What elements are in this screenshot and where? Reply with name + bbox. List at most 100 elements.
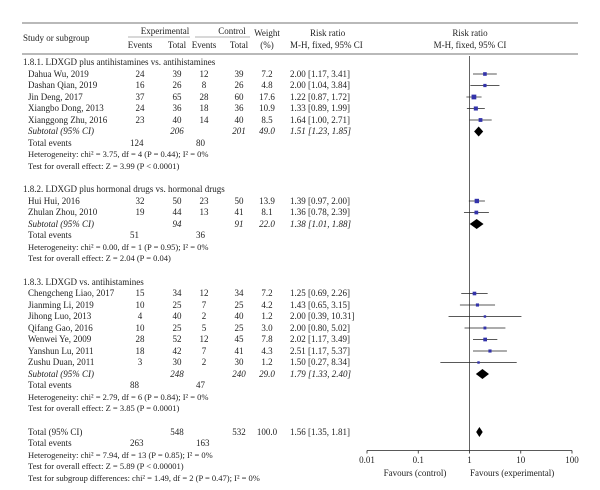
ctl-total: 34 [234, 288, 244, 298]
overall-events-label: Total events [28, 438, 72, 448]
risk-ratio-ci: 1.36 [0.78, 2.39] [290, 207, 350, 217]
x-tick-label: 100 [565, 454, 579, 465]
exp-events: 32 [135, 195, 145, 206]
ctl-events: 18 [199, 103, 209, 113]
study-name: Jianming Li, 2019 [28, 299, 94, 310]
subtotal-label: Subtotal (95% CI) [28, 368, 94, 379]
risk-ratio-ci: 2.02 [1.17, 3.49] [290, 334, 350, 344]
ctl-events: 23 [199, 195, 209, 206]
exp-events: 15 [135, 288, 145, 298]
weight-value: 1.2 [261, 357, 273, 367]
exp-total: 65 [172, 91, 182, 102]
risk-ratio-ci: 1.50 [0.27, 8.34] [290, 357, 350, 367]
header-ctl-total: Total [229, 40, 249, 50]
risk-ratio-ci: 1.43 [0.65, 3.15] [290, 299, 350, 310]
effect-square [483, 337, 487, 342]
ctl-total: 25 [234, 322, 244, 333]
total-events-exp: 124 [130, 137, 144, 148]
risk-ratio-ci: 2.00 [1.17, 3.41] [290, 68, 350, 79]
effect-square [483, 83, 487, 88]
header-experimental: Experimental [140, 26, 190, 36]
ctl-events: 5 [201, 322, 207, 333]
exp-events: 23 [135, 114, 145, 125]
overall-effect-text: Test for overall effect: Z = 3.85 (P = 0… [28, 403, 180, 413]
ctl-events: 14 [199, 114, 209, 125]
study-name: Jihong Luo, 2013 [28, 311, 92, 321]
ctl-total: 41 [234, 345, 244, 356]
subtotal-ci: 1.51 [1.23, 1.85] [290, 126, 352, 136]
subgroup-title: 1.8.2. LDXGD plus hormonal drugs vs. hor… [23, 184, 225, 194]
subtotal-weight: 49.0 [259, 126, 275, 136]
weight-value: 7.2 [261, 288, 273, 298]
ctl-total: 40 [234, 311, 244, 321]
exp-events: 10 [135, 322, 145, 333]
weight-value: 7.8 [261, 334, 273, 344]
ctl-total: 25 [234, 299, 244, 310]
overall-effect-text: Test for overall effect: Z = 2.04 (P = 0… [28, 253, 171, 263]
overall-events-exp: 263 [130, 438, 144, 448]
study-name: Dashan Qian, 2019 [28, 80, 98, 90]
overall-exp-total: 548 [170, 426, 184, 437]
heterogeneity-text: Heterogeneity: chi² = 2.79, df = 6 (P = … [28, 391, 209, 402]
exp-events: 37 [135, 91, 145, 102]
effect-square [474, 198, 480, 204]
subgroup-differences-test: Test for subgroup differences: chi² = 1.… [28, 472, 260, 483]
study-name: Xianggong Zhu, 2016 [28, 114, 108, 125]
favours-control-label: Favours (control) [383, 467, 447, 478]
effect-square [472, 291, 477, 296]
heterogeneity-text: Heterogeneity: chi² = 0.00, df = 1 (P = … [28, 241, 209, 252]
subgroup-title: 1.8.3. LDXGD vs. antihistamines [23, 276, 144, 287]
weight-value: 1.2 [261, 311, 273, 321]
subtotal-exp-total: 206 [170, 126, 184, 136]
overall-events-ctl: 163 [196, 438, 210, 448]
exp-total: 34 [172, 288, 182, 298]
study-name: Xiangbo Dong, 2013 [28, 103, 104, 113]
x-tick-label: 0.01 [359, 454, 375, 465]
ctl-total: 36 [234, 103, 244, 113]
ctl-events: 12 [199, 334, 209, 344]
header-plot-method: M-H, fixed, 95% CI [433, 40, 507, 50]
subtotal-label: Subtotal (95% CI) [28, 218, 94, 229]
subtotal-exp-total: 248 [170, 368, 184, 379]
study-name: Yanshun Lu, 2011 [28, 345, 94, 356]
total-events-exp: 51 [130, 230, 139, 240]
subtotal-diamond [474, 126, 484, 137]
subtotal-weight: 29.0 [259, 368, 275, 379]
risk-ratio-ci: 1.64 [1.00, 2.71] [290, 114, 350, 125]
overall-effect-test: Test for overall effect: Z = 5.89 (P < 0… [28, 461, 184, 471]
ctl-total: 26 [234, 80, 244, 90]
header-ctl-events: Events [191, 40, 217, 50]
overall-diamond [476, 427, 483, 437]
study-name: Chengcheng Liao, 2017 [28, 288, 115, 298]
risk-ratio-ci: 2.00 [0.39, 10.31] [290, 311, 355, 321]
subtotal-ci: 1.38 [1.01, 1.88] [290, 218, 352, 229]
ctl-events: 7 [201, 345, 207, 356]
x-tick-label: 0.1 [412, 454, 424, 465]
exp-events: 19 [135, 207, 145, 217]
effect-square [483, 72, 487, 76]
overall-label: Total (95% CI) [28, 426, 83, 437]
study-name: Zushu Duan, 2011 [28, 357, 95, 367]
exp-total: 39 [172, 68, 182, 79]
weight-value: 3.0 [261, 322, 273, 333]
favours-experimental-label: Favours (experimental) [470, 467, 555, 478]
total-events-label: Total events [28, 137, 72, 148]
ctl-total: 41 [234, 207, 244, 217]
study-name: Jin Deng, 2017 [28, 91, 83, 102]
study-name: Dahua Wu, 2019 [28, 68, 89, 79]
ctl-total: 60 [234, 91, 244, 102]
ctl-total: 50 [234, 195, 244, 206]
ctl-events: 12 [199, 68, 209, 79]
ctl-events: 8 [201, 80, 207, 90]
effect-square [483, 315, 487, 318]
risk-ratio-ci: 2.00 [1.04, 3.84] [290, 80, 350, 90]
exp-total: 40 [172, 311, 182, 321]
ctl-events: 12 [199, 288, 209, 298]
exp-total: 25 [172, 299, 182, 310]
overall-effect-text: Test for overall effect: Z = 3.99 (P < 0… [28, 160, 180, 171]
exp-total: 30 [172, 357, 182, 367]
risk-ratio-ci: 1.33 [0.89, 1.99] [290, 103, 350, 113]
risk-ratio-ci: 1.22 [0.87, 1.72] [290, 91, 350, 102]
subtotal-ctl-total: 91 [234, 218, 244, 229]
header-risk-ratio: Risk ratio [310, 28, 346, 38]
